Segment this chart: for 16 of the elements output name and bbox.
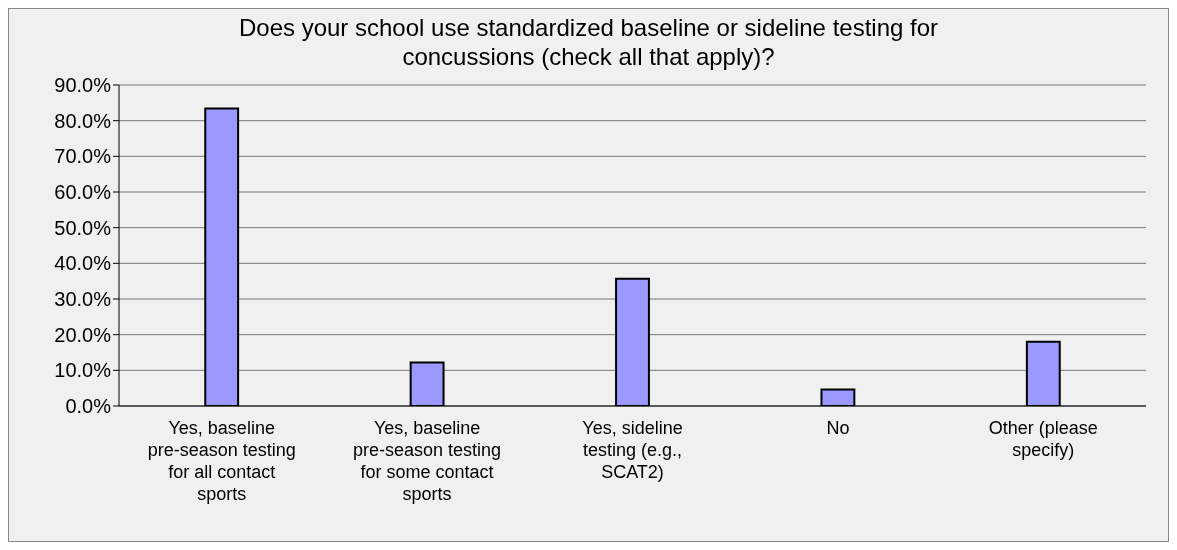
y-tick-label: 60.0% [54,181,112,204]
y-tick-label: 90.0% [54,74,112,97]
x-tick-label: Yes, baseline pre-season testing for some contact sports [353,418,502,504]
chart-title: Does your school use standardized baseline or sideline testing for concussions (check all that apply)? [237,13,940,71]
y-tick-label: 40.0% [54,252,112,275]
x-tick-label: Yes, baseline pre-season testing for all contact sports [147,418,296,504]
y-tick-label: 70.0% [54,145,112,168]
y-tick-label: 0.0% [65,395,112,418]
y-tick-label: 50.0% [54,216,112,239]
x-tick-label: Other (please specify) [988,418,1098,460]
y-tick-label: 10.0% [54,359,112,382]
y-tick-label: 80.0% [54,109,112,132]
x-tick-label: Yes, sideline testing (e.g., SCAT2) [582,418,683,482]
y-tick-label: 30.0% [54,288,112,311]
x-tick-label: No [826,418,850,438]
y-tick-label: 20.0% [54,323,112,346]
